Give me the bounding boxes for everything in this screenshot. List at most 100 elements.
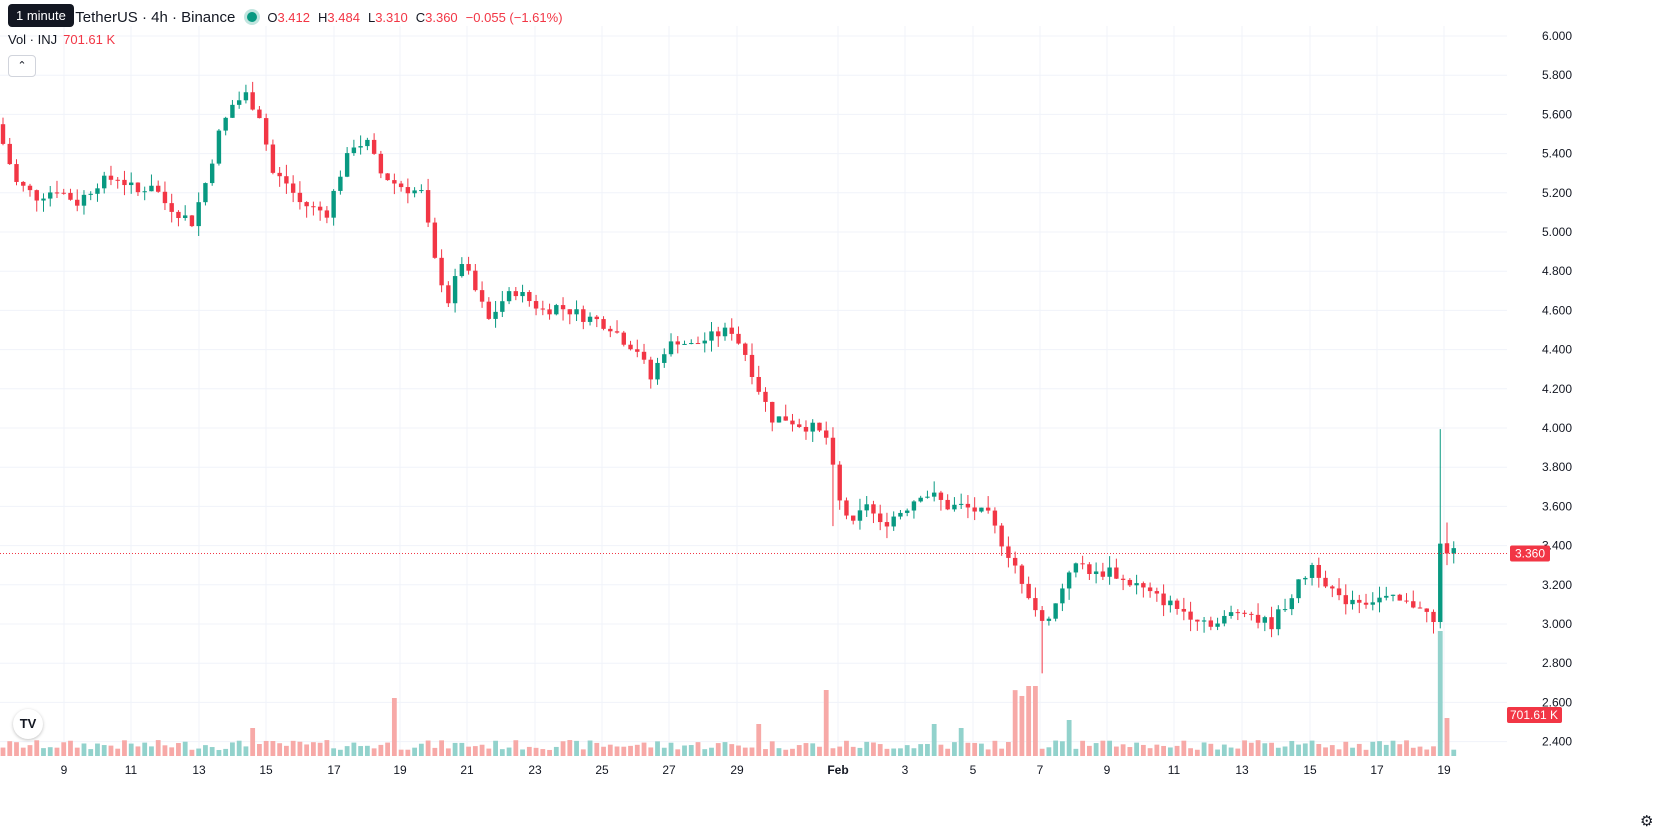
candle-body [830,437,836,465]
y-tick-label: 5.800 [1542,68,1572,82]
candle-body [979,507,984,512]
candle-body [547,309,552,315]
collapse-legend-button[interactable]: ⌃ [8,55,36,77]
candle-body [1222,615,1227,624]
volume-bar [506,747,512,756]
volume-bar [925,743,930,756]
candle-body [115,179,120,181]
candle-body [1411,601,1416,608]
candle-body [817,422,822,431]
x-tick-label: 29 [730,763,744,777]
volume-bar [1417,746,1423,756]
volume-bar [257,743,262,756]
candle-body [1350,599,1355,605]
candle-body [1424,608,1429,612]
volume-bar [1275,747,1281,756]
candle-body [473,270,478,291]
volume-bar [74,747,80,756]
volume-bar [1221,744,1227,756]
candle-body [41,198,46,201]
volume-bar [54,747,60,756]
candle-body [338,176,343,191]
gear-icon[interactable]: ⚙ [1640,813,1654,830]
candle-body [1289,598,1295,610]
volume-bar [587,740,593,756]
volume-bar [722,742,728,756]
volume-bar [1404,740,1409,756]
y-tick-label: 4.200 [1542,382,1572,396]
volume-bar [344,746,350,756]
candle-body [21,181,26,186]
candle-body [1316,564,1321,578]
volume-bar [1309,740,1315,756]
candle-body [1397,594,1402,601]
volume-bar [790,748,795,756]
volume-bar [1242,740,1247,756]
ohlc-close: C3.360 [415,9,458,25]
volume-bar [850,746,856,756]
y-tick-label: 3.000 [1542,617,1572,631]
x-tick-label: 9 [1104,763,1111,777]
candle-body [756,376,761,392]
candle-body [230,104,235,118]
volume-bar [223,748,229,756]
volume-bar [1066,720,1072,756]
x-tick-label: 7 [1037,763,1044,777]
volume-bar [945,748,951,756]
volume-bar [1073,748,1079,756]
tradingview-logo-icon[interactable]: TV [13,709,43,739]
y-tick-label: 2.400 [1542,735,1572,749]
candle-body [378,153,384,174]
candle-body [864,504,869,511]
candle-body [702,340,707,344]
volume-bar [1174,745,1180,756]
candle-body [884,522,890,527]
y-tick-label: 3.800 [1542,460,1572,474]
volume-bar [1154,744,1160,756]
x-tick-label: 21 [460,763,474,777]
candle-body [48,192,53,199]
candle-body [1242,612,1247,614]
candle-body [129,182,134,186]
volume-legend[interactable]: Vol · INJ 701.61 K [8,32,115,47]
volume-bar [742,747,748,756]
volume-bar [810,743,816,756]
candle-body [675,341,680,345]
candle-body [1276,609,1281,630]
candle-body [1215,623,1220,627]
candle-body [1438,543,1443,623]
volume-bar [607,744,613,756]
volume-bar [877,744,883,756]
volume-bar [985,749,991,756]
candle-body [1053,603,1058,619]
candle-body [965,503,971,508]
candle-body [196,202,201,227]
volume-bar [1343,741,1349,756]
y-tick-label: 2.800 [1542,656,1572,670]
candle-body [709,331,714,341]
candle-body [1093,571,1099,575]
volume-bar [1012,690,1018,756]
price-change: −0.055 (−1.61%) [465,9,563,25]
volume-bar [439,740,444,756]
candle-body [95,188,100,194]
candle-body [911,501,917,511]
candle-body [682,343,687,345]
market-status-dot[interactable] [247,12,258,22]
candle-body [1100,571,1106,577]
candle-body [1127,579,1133,586]
volume-bar [1167,747,1173,756]
candle-body [668,341,674,355]
candle-body [716,331,721,337]
candle-body [837,464,842,501]
volume-bar [1336,749,1342,756]
candle-body [1174,600,1180,609]
candle-body [635,349,640,352]
candle-body [135,182,141,193]
volume-bar [594,742,600,756]
candle-body [810,422,815,432]
last-price-label-bg [1510,545,1550,562]
candle-body [385,173,390,181]
volume-bar [1019,695,1025,756]
